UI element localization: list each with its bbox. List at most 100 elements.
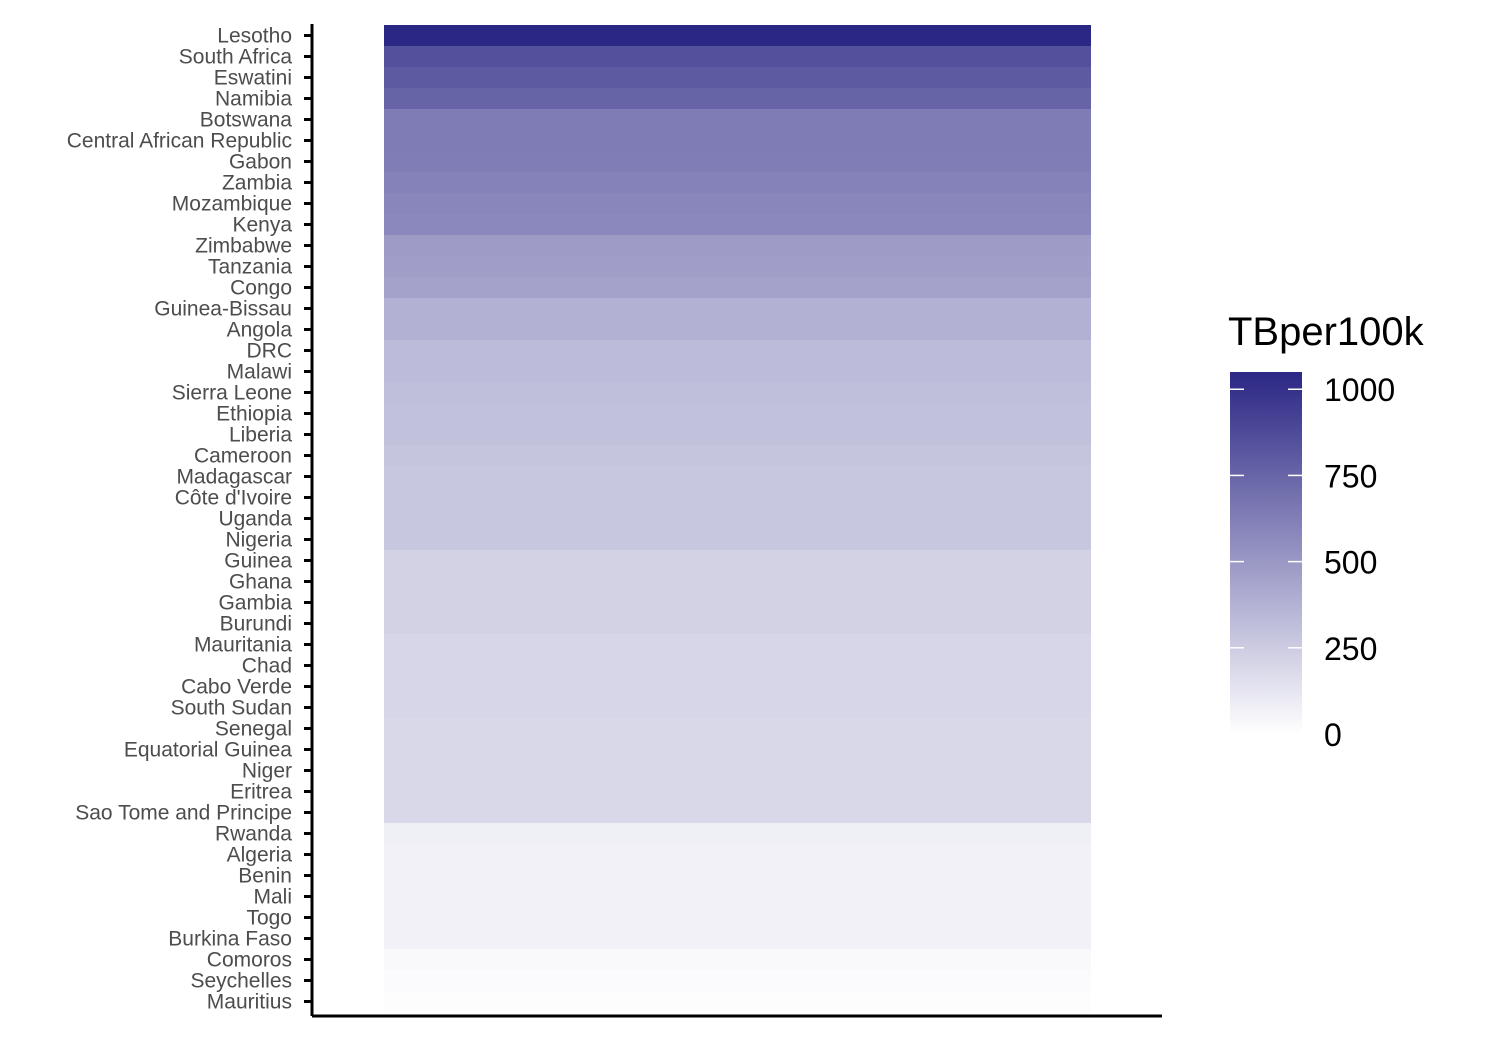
y-axis-label: Lesotho xyxy=(217,25,292,48)
heatmap-tile xyxy=(384,970,1091,992)
y-axis-label: Guinea xyxy=(224,550,292,573)
y-axis-label: Mali xyxy=(253,886,292,909)
y-axis-label: Eswatini xyxy=(214,67,292,90)
heatmap-tile xyxy=(384,613,1091,635)
heatmap-tile xyxy=(384,235,1091,257)
heatmap-tile xyxy=(384,718,1091,740)
y-axis xyxy=(304,24,314,1016)
y-axis-label: Sierra Leone xyxy=(172,382,292,405)
heatmap-tile xyxy=(384,781,1091,803)
y-axis-label: South Africa xyxy=(179,46,293,69)
y-axis-label: Algeria xyxy=(227,844,293,867)
y-axis-label: Mozambique xyxy=(172,193,292,216)
legend-tick-label: 250 xyxy=(1324,631,1377,667)
heatmap-tile xyxy=(384,634,1091,656)
heatmap-tile xyxy=(384,193,1091,215)
heatmap-tile xyxy=(384,214,1091,236)
y-axis-label: Niger xyxy=(242,760,292,783)
y-axis-label: Cabo Verde xyxy=(181,676,292,699)
legend-colorbar xyxy=(1230,372,1302,734)
y-axis-label: Mauritius xyxy=(207,991,292,1014)
heatmap-tile xyxy=(384,760,1091,782)
heatmap-tile xyxy=(384,949,1091,971)
y-axis-label: Congo xyxy=(230,277,292,300)
heatmap-tile xyxy=(384,466,1091,488)
y-axis-label: Sao Tome and Principe xyxy=(75,802,292,825)
legend-ticks: 0 250 500 750 1000 xyxy=(1230,372,1395,753)
legend-tick-label: 750 xyxy=(1324,458,1377,494)
y-axis-label: DRC xyxy=(247,340,293,363)
y-axis-label: Togo xyxy=(246,907,292,930)
y-axis-label: Rwanda xyxy=(215,823,292,846)
heatmap-tile xyxy=(384,256,1091,278)
heatmap-tile xyxy=(384,529,1091,551)
y-axis-label: Côte d'Ivoire xyxy=(175,487,292,510)
heatmap-tile xyxy=(384,445,1091,467)
heatmap-tile xyxy=(384,25,1091,47)
legend-tick-label: 1000 xyxy=(1324,372,1395,408)
heatmap-tile xyxy=(384,67,1091,89)
heatmap-tile xyxy=(384,655,1091,677)
y-axis-label: Chad xyxy=(242,655,292,678)
y-axis-label: Cameroon xyxy=(194,445,292,468)
y-axis-label: Angola xyxy=(227,319,293,342)
y-axis-label: Botswana xyxy=(200,109,293,132)
heatmap-tile xyxy=(384,88,1091,110)
legend-tick-label: 0 xyxy=(1324,717,1342,753)
heatmap-tile xyxy=(384,739,1091,761)
heatmap-tile xyxy=(384,403,1091,425)
y-axis-label: Liberia xyxy=(229,424,292,447)
heatmap-tile xyxy=(384,697,1091,719)
y-axis-label: Nigeria xyxy=(225,529,292,552)
y-axis-label: South Sudan xyxy=(171,697,292,720)
heatmap-tile xyxy=(384,109,1091,131)
heatmap-tile xyxy=(384,130,1091,152)
heatmap-tile xyxy=(384,991,1091,1013)
heatmap-tile xyxy=(384,340,1091,362)
legend: TBper100k 0 250 500 750 1000 xyxy=(1228,310,1425,753)
heatmap-tile xyxy=(384,802,1091,824)
y-axis-label: Senegal xyxy=(215,718,292,741)
heatmap-tile xyxy=(384,508,1091,530)
heatmap-tile xyxy=(384,844,1091,866)
heatmap-tile xyxy=(384,151,1091,173)
y-axis-label: Zambia xyxy=(222,172,292,195)
heatmap-tile xyxy=(384,46,1091,68)
heatmap-tile xyxy=(384,550,1091,572)
y-axis-label: Zimbabwe xyxy=(195,235,292,258)
y-axis-label: Equatorial Guinea xyxy=(124,739,292,762)
heatmap-tile xyxy=(384,907,1091,929)
heatmap-tile xyxy=(384,676,1091,698)
y-axis-label: Mauritania xyxy=(194,634,292,657)
heatmap-tile xyxy=(384,424,1091,446)
legend-tick-label: 500 xyxy=(1324,545,1377,581)
y-axis-label: Guinea-Bissau xyxy=(154,298,292,321)
y-axis-label: Gambia xyxy=(218,592,292,615)
heatmap-tile xyxy=(384,298,1091,320)
heatmap-tile xyxy=(384,361,1091,383)
y-axis-label: Comoros xyxy=(207,949,292,972)
heatmap-tile xyxy=(384,571,1091,593)
y-axis-label: Kenya xyxy=(232,214,292,237)
y-axis-label: Namibia xyxy=(215,88,292,111)
y-axis-label: Madagascar xyxy=(176,466,292,489)
heatmap-tile xyxy=(384,865,1091,887)
y-axis-label: Seychelles xyxy=(190,970,292,993)
y-axis-label: Tanzania xyxy=(208,256,292,279)
heatmap-tile xyxy=(384,886,1091,908)
heatmap-tiles xyxy=(384,25,1091,1013)
y-axis-label: Gabon xyxy=(229,151,292,174)
heatmap-tile xyxy=(384,823,1091,845)
y-axis-label: Uganda xyxy=(218,508,292,531)
heatmap-tile xyxy=(384,319,1091,341)
y-axis-label: Burkina Faso xyxy=(168,928,292,951)
heatmap-tile xyxy=(384,172,1091,194)
y-axis-label: Malawi xyxy=(227,361,292,384)
heatmap-tile xyxy=(384,382,1091,404)
y-axis-label: Burundi xyxy=(220,613,292,636)
y-axis-label: Ethiopia xyxy=(216,403,292,426)
heatmap-tile xyxy=(384,928,1091,950)
y-axis-label: Benin xyxy=(238,865,292,888)
